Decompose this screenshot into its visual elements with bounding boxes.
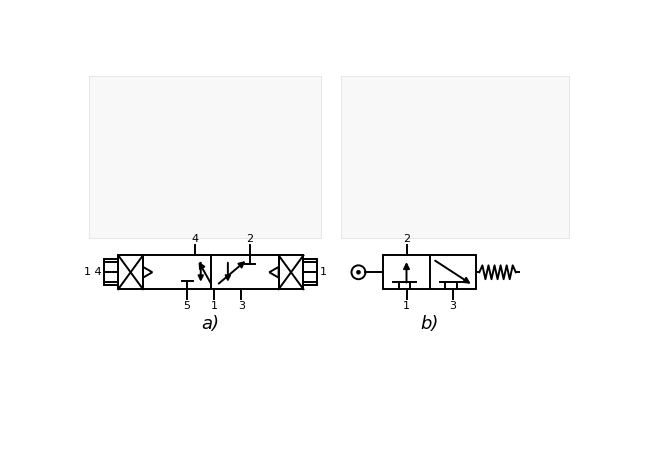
Bar	[279, 255, 303, 289]
Text: 4: 4	[191, 234, 198, 244]
Bar	[383, 255, 476, 289]
Text: 1: 1	[211, 301, 218, 311]
Text: 2: 2	[403, 234, 410, 244]
Text: a): a)	[202, 315, 220, 333]
Text: 1: 1	[403, 301, 410, 311]
Bar	[104, 259, 118, 285]
Text: 2: 2	[246, 234, 253, 244]
Text: 3: 3	[450, 301, 456, 311]
Text: 5: 5	[183, 301, 191, 311]
Bar	[118, 255, 143, 289]
Circle shape	[356, 270, 360, 274]
Text: 3: 3	[238, 301, 245, 311]
Bar	[143, 255, 279, 289]
Text: 1 4: 1 4	[84, 267, 102, 277]
Text: 1: 1	[319, 267, 327, 277]
Text: b): b)	[421, 315, 439, 333]
Bar	[341, 76, 569, 238]
Bar	[89, 76, 321, 238]
Bar	[303, 259, 318, 285]
